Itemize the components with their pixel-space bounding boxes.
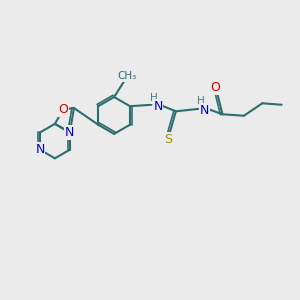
Text: CH₃: CH₃ [118, 71, 137, 81]
Text: S: S [164, 133, 172, 146]
Text: N: N [153, 100, 163, 113]
Text: H: H [150, 93, 158, 103]
Text: O: O [211, 81, 220, 94]
Text: O: O [58, 103, 68, 116]
Text: N: N [200, 104, 209, 117]
Text: H: H [196, 97, 204, 106]
Text: N: N [35, 143, 45, 156]
Text: N: N [65, 126, 74, 139]
